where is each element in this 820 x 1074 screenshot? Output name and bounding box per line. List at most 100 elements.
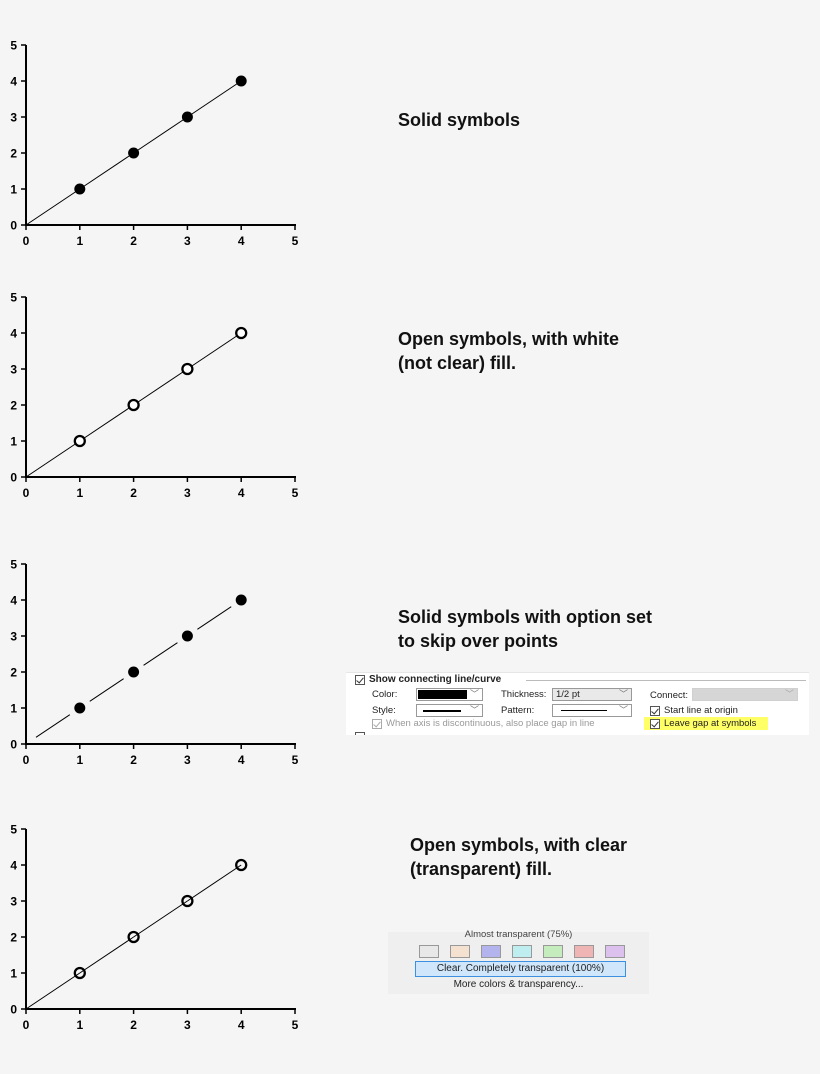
x-tick-label: 5 <box>292 234 299 248</box>
data-points <box>73 326 248 448</box>
thickness-label: Thickness: <box>501 689 547 700</box>
data-point <box>235 594 247 606</box>
axes: 0 1 2 3 4 5 0 1 2 3 4 5 <box>10 558 298 768</box>
caption-solid-symbols: Solid symbols <box>398 110 521 130</box>
y-tick-label: 3 <box>10 895 17 909</box>
color-swatch[interactable] <box>543 945 563 958</box>
caption-skip-over-points: Solid symbols with option set to skip ov… <box>398 607 653 651</box>
color-swatch[interactable] <box>419 945 439 958</box>
palette-header: Almost transparent (75%) <box>464 929 573 939</box>
y-tick-label: 2 <box>10 147 17 161</box>
y-tick-label: 1 <box>10 967 17 981</box>
color-swatch[interactable] <box>574 945 594 958</box>
color-swatch <box>418 690 467 699</box>
y-tick-label: 0 <box>10 738 17 752</box>
thickness-dropdown[interactable]: 1/2 pt ﹀ <box>552 688 632 701</box>
connecting-line <box>25 80 242 226</box>
y-tick-label: 2 <box>10 931 17 945</box>
data-point <box>74 702 86 714</box>
leave-gap-at-symbols-label: Leave gap at symbols <box>664 718 757 729</box>
connect-dropdown[interactable]: ﹀ <box>692 688 798 701</box>
chart-svg: 0 1 2 3 4 5 0 1 2 3 4 5 <box>10 291 298 501</box>
connecting-line-options-panel: Show connecting line/curve Color: ﹀ Thic… <box>346 672 809 735</box>
chevron-down-icon: ﹀ <box>469 705 479 715</box>
connecting-line <box>35 606 232 738</box>
x-tick-label: 3 <box>184 486 191 500</box>
connecting-line <box>25 332 242 478</box>
x-tick-label: 5 <box>292 753 299 767</box>
show-connecting-line-label: Show connecting line/curve <box>369 674 502 685</box>
chart-svg: 0 1 2 3 4 5 0 1 2 3 4 5 <box>10 823 298 1033</box>
data-point <box>181 894 194 908</box>
chevron-down-icon: ﹀ <box>784 689 794 699</box>
x-tick-label: 2 <box>130 1018 137 1032</box>
x-tick-label: 0 <box>23 1018 30 1032</box>
show-connecting-line-checkbox[interactable]: Show connecting line/curve <box>355 674 501 685</box>
discontinuous-gap-label: When axis is discontinuous, also place g… <box>386 718 595 729</box>
y-tick-label: 0 <box>10 1003 17 1017</box>
x-tick-label: 4 <box>238 753 245 767</box>
data-point <box>181 362 194 376</box>
data-point <box>74 183 86 195</box>
caption-open-clear-fill: Open symbols, with clear (transparent) f… <box>410 835 628 879</box>
start-line-at-origin-checkbox[interactable]: Start line at origin <box>650 705 738 716</box>
chevron-down-icon: ﹀ <box>618 705 628 715</box>
chart-solid-symbols: 0 1 2 3 4 5 0 1 2 3 4 5 <box>0 30 320 290</box>
chart-skip-over-points: 0 1 2 3 4 5 0 1 2 3 4 5 <box>0 549 320 809</box>
y-tick-label: 5 <box>10 823 17 837</box>
x-tick-label: 1 <box>76 234 83 248</box>
axes: 0 1 2 3 4 5 0 1 2 3 4 5 <box>10 39 298 249</box>
x-tick-label: 1 <box>76 1018 83 1032</box>
chart-open-white-fill: 0 1 2 3 4 5 0 1 2 3 4 5 <box>0 282 320 542</box>
thickness-value: 1/2 pt <box>556 689 580 700</box>
pattern-dropdown[interactable]: ﹀ <box>552 704 632 717</box>
fill-color-palette: Almost transparent (75%) Clear. Complete… <box>388 929 649 994</box>
color-swatch[interactable] <box>450 945 470 958</box>
connect-label: Connect: <box>650 690 689 701</box>
x-tick-label: 3 <box>184 753 191 767</box>
x-tick-label: 3 <box>184 1018 191 1032</box>
y-tick-label: 3 <box>10 111 17 125</box>
pattern-label: Pattern: <box>501 705 535 716</box>
y-tick-label: 2 <box>10 666 17 680</box>
x-tick-label: 2 <box>130 234 137 248</box>
connecting-line <box>25 864 242 1010</box>
y-tick-label: 5 <box>10 39 17 53</box>
y-tick-label: 4 <box>10 859 17 873</box>
caption-open-white-fill: Open symbols, with white (not clear) fil… <box>398 329 620 373</box>
chart-svg: 0 1 2 3 4 5 0 1 2 3 4 5 <box>10 39 298 249</box>
color-dropdown[interactable]: ﹀ <box>416 688 483 701</box>
y-tick-label: 4 <box>10 327 17 341</box>
x-tick-label: 2 <box>130 486 137 500</box>
data-point <box>128 147 140 159</box>
x-tick-label: 5 <box>292 1018 299 1032</box>
data-point <box>127 930 140 944</box>
x-tick-label: 4 <box>238 1018 245 1032</box>
line-pattern-preview <box>561 710 607 711</box>
y-tick-label: 4 <box>10 594 17 608</box>
panel-top-edge <box>346 672 809 673</box>
chevron-down-icon: ﹀ <box>469 689 479 699</box>
discontinuous-gap-checkbox[interactable]: When axis is discontinuous, also place g… <box>372 718 595 729</box>
axes: 0 1 2 3 4 5 0 1 2 3 4 5 <box>10 291 298 501</box>
leave-gap-at-symbols-checkbox[interactable]: Leave gap at symbols <box>644 717 769 730</box>
color-swatch[interactable] <box>512 945 532 958</box>
data-point <box>181 630 193 642</box>
more-colors-option[interactable]: More colors & transparency... <box>453 979 584 990</box>
color-swatch[interactable] <box>481 945 501 958</box>
style-dropdown[interactable]: ﹀ <box>416 704 483 717</box>
data-point <box>235 326 248 340</box>
color-swatch[interactable] <box>605 945 625 958</box>
start-line-at-origin-label: Start line at origin <box>664 705 738 716</box>
clipped-checkbox <box>355 732 365 735</box>
y-tick-label: 1 <box>10 183 17 197</box>
checkbox-checked-icon <box>650 705 660 716</box>
axes: 0 1 2 3 4 5 0 1 2 3 4 5 <box>10 823 298 1033</box>
line-style-preview <box>423 710 461 712</box>
data-point <box>127 398 140 412</box>
x-tick-label: 1 <box>76 753 83 767</box>
group-divider <box>526 680 806 681</box>
data-point <box>73 434 86 448</box>
chevron-down-icon: ﹀ <box>618 689 628 699</box>
clear-transparent-option[interactable]: Clear. Completely transparent (100%) <box>415 961 626 977</box>
